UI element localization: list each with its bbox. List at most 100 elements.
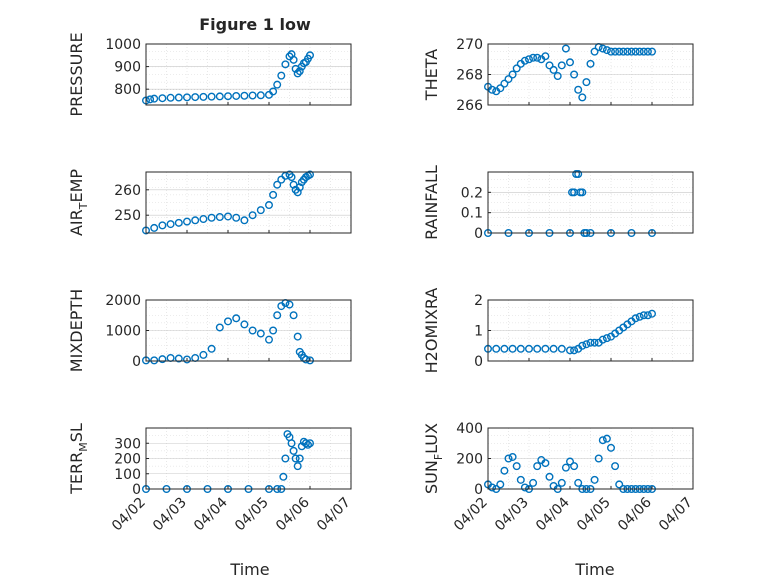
data-point <box>256 206 265 215</box>
data-point <box>248 326 257 335</box>
data-point <box>615 480 624 489</box>
figure-title: Figure 1 low <box>199 15 311 34</box>
data-point <box>602 434 611 443</box>
data-point <box>561 463 570 472</box>
y-tick-label: 200 <box>456 452 483 468</box>
data-point <box>619 47 628 56</box>
data-point <box>508 70 517 79</box>
y-tick-label: 200 <box>114 452 141 468</box>
x-tick-label: 04/05 <box>232 495 272 535</box>
data-point <box>174 354 183 363</box>
y-tick-label: 400 <box>456 421 483 437</box>
data-point <box>279 472 288 481</box>
subplot-8: 0 200 400 04/02 04/03 04/04 04/05 04/06 04/07 SUN… <box>422 421 696 534</box>
y-tick-label: 270 <box>456 37 483 53</box>
data-point <box>615 47 624 56</box>
x-tick-label: 04/06 <box>273 494 313 534</box>
data-point <box>516 475 525 484</box>
data-point <box>549 65 558 74</box>
data-point <box>598 335 607 344</box>
data-point <box>273 80 282 89</box>
y-axis-label: AIRTEMP <box>67 169 90 236</box>
data-point <box>607 443 616 452</box>
data-point <box>191 216 200 225</box>
x-tick-label: 04/03 <box>150 495 190 535</box>
data-point <box>248 211 257 220</box>
data-point <box>590 338 599 347</box>
data-point <box>215 212 224 221</box>
data-point <box>240 91 249 100</box>
data-point <box>291 454 300 463</box>
data-point <box>240 216 249 225</box>
data-point <box>215 323 224 332</box>
data-point <box>496 480 505 489</box>
x-tick-label: 04/07 <box>656 495 696 535</box>
axes-box <box>487 171 694 234</box>
data-point <box>273 311 282 320</box>
data-point <box>265 335 274 344</box>
data-point <box>207 213 216 222</box>
data-point <box>166 220 175 229</box>
data-point <box>277 71 286 80</box>
data-point <box>631 314 640 323</box>
data-point <box>520 483 529 492</box>
y-axis-label: SUNFLUX <box>422 423 445 494</box>
y-tick-label: 2000 <box>105 293 141 309</box>
data-point <box>549 344 558 353</box>
data-point <box>574 85 583 94</box>
y-tick-label: 0 <box>132 354 141 370</box>
axes-box <box>145 171 352 234</box>
data-point <box>541 344 550 353</box>
data-point <box>566 457 575 466</box>
data-point <box>306 170 315 179</box>
data-point <box>508 452 517 461</box>
data-point <box>289 55 298 64</box>
data-point <box>488 85 497 94</box>
data-point <box>504 454 513 463</box>
data-point <box>496 84 505 93</box>
data-point <box>590 47 599 56</box>
data-point <box>223 317 232 326</box>
data-point <box>639 47 648 56</box>
subplot-6: 0 1 2 H2OMIXRA <box>422 288 694 373</box>
y-tick-label: 300 <box>114 436 141 452</box>
data-point <box>533 462 542 471</box>
data-point <box>285 300 294 309</box>
x-tick-label: 04/02 <box>109 495 149 535</box>
data-point <box>545 61 554 70</box>
data-point <box>269 190 278 199</box>
data-point <box>215 92 224 101</box>
data-point <box>525 344 534 353</box>
data-point <box>566 58 575 67</box>
y-tick-label: 900 <box>114 60 141 76</box>
subplot-4: 0 0.1 0.2 RAINFALL <box>422 165 694 242</box>
x-tick-label: 04/07 <box>314 495 354 535</box>
x-axis-label-left: Time <box>229 560 269 579</box>
data-point <box>158 94 167 103</box>
x-tick-label: 04/03 <box>492 495 532 535</box>
data-point <box>602 46 611 55</box>
data-point <box>529 53 538 62</box>
y-axis-label: MIXDEPTH <box>67 289 86 372</box>
data-point <box>295 67 304 76</box>
data-point <box>557 61 566 70</box>
y-tick-label: 800 <box>114 82 141 98</box>
y-tick-label: 266 <box>456 98 483 114</box>
data-point <box>289 446 298 455</box>
y-tick-label: 1000 <box>105 37 141 53</box>
data-point <box>611 47 620 56</box>
data-point <box>269 87 278 96</box>
x-tick-label: 04/06 <box>615 494 655 534</box>
data-point <box>578 93 587 102</box>
y-tick-label: 0 <box>474 482 483 498</box>
y-tick-label: 100 <box>114 467 141 483</box>
data-point <box>223 92 232 101</box>
data-point <box>306 439 315 448</box>
data-point <box>533 53 542 62</box>
data-point <box>293 69 302 78</box>
y-tick-label: 2 <box>474 293 483 309</box>
data-point <box>293 332 302 341</box>
y-tick-label: 1 <box>474 324 483 340</box>
data-point <box>293 462 302 471</box>
